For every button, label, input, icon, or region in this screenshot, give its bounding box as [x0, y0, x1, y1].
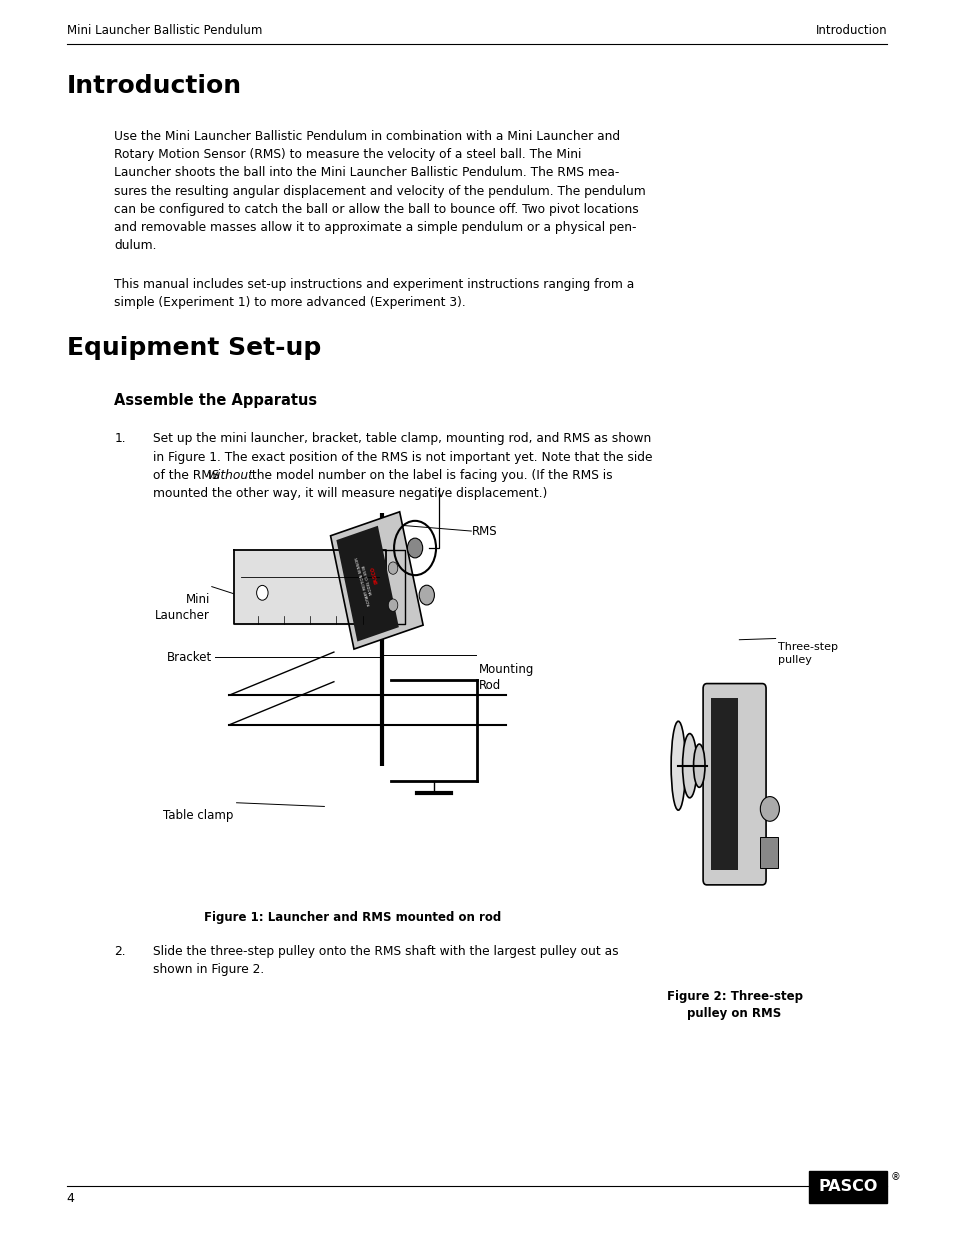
- Text: in Figure 1. The exact position of the RMS is not important yet. Note that the s: in Figure 1. The exact position of the R…: [152, 451, 652, 463]
- FancyBboxPatch shape: [702, 684, 765, 885]
- Text: Rotary Motion Sensor (RMS) to measure the velocity of a steel ball. The Mini: Rotary Motion Sensor (RMS) to measure th…: [114, 148, 581, 161]
- Polygon shape: [376, 550, 405, 624]
- Text: Launcher shoots the ball into the Mini Launcher Ballistic Pendulum. The RMS mea-: Launcher shoots the ball into the Mini L…: [114, 167, 619, 179]
- Bar: [710, 698, 738, 869]
- Text: Equipment Set-up: Equipment Set-up: [67, 336, 321, 359]
- Text: shown in Figure 2.: shown in Figure 2.: [152, 963, 264, 976]
- Text: Slide the three-step pulley onto the RMS shaft with the largest pulley out as: Slide the three-step pulley onto the RMS…: [152, 945, 618, 958]
- Ellipse shape: [693, 743, 704, 788]
- Text: Mini Launcher Ballistic Pendulum: Mini Launcher Ballistic Pendulum: [67, 23, 262, 37]
- Polygon shape: [336, 526, 398, 641]
- Circle shape: [760, 797, 779, 821]
- Text: of the RMS: of the RMS: [152, 469, 223, 482]
- Text: sures the resulting angular displacement and velocity of the pendulum. The pendu: sures the resulting angular displacement…: [114, 184, 645, 198]
- Text: Use the Mini Launcher Ballistic Pendulum in combination with a Mini Launcher and: Use the Mini Launcher Ballistic Pendulum…: [114, 130, 620, 143]
- Text: Mounting
Rod: Mounting Rod: [478, 663, 534, 692]
- Text: without: without: [208, 469, 253, 482]
- Text: can be configured to catch the ball or allow the ball to bounce off. Two pivot l: can be configured to catch the ball or a…: [114, 203, 639, 216]
- Text: Mini
Launcher: Mini Launcher: [154, 593, 210, 621]
- Ellipse shape: [681, 734, 696, 798]
- Text: ROTARY MOTION SENSOR
MODEL CI-6538: ROTARY MOTION SENSOR MODEL CI-6538: [355, 556, 375, 605]
- Text: ®: ®: [890, 1172, 900, 1182]
- Text: 1.: 1.: [114, 432, 126, 446]
- Text: RMS: RMS: [472, 525, 497, 537]
- Circle shape: [388, 599, 397, 611]
- Text: Figure 1: Launcher and RMS mounted on rod: Figure 1: Launcher and RMS mounted on ro…: [204, 911, 501, 925]
- Text: PASCO: PASCO: [818, 1179, 877, 1194]
- Text: the model number on the label is facing you. (If the RMS is: the model number on the label is facing …: [248, 469, 612, 482]
- Text: Introduction: Introduction: [815, 23, 886, 37]
- Text: Set up the mini launcher, bracket, table clamp, mounting rod, and RMS as shown: Set up the mini launcher, bracket, table…: [152, 432, 650, 446]
- Circle shape: [256, 585, 268, 600]
- Circle shape: [407, 538, 422, 558]
- Text: and removable masses allow it to approximate a simple pendulum or a physical pen: and removable masses allow it to approxi…: [114, 221, 637, 235]
- Text: Figure 2: Three-step
pulley on RMS: Figure 2: Three-step pulley on RMS: [666, 990, 801, 1020]
- Ellipse shape: [670, 721, 684, 810]
- Text: dulum.: dulum.: [114, 240, 157, 252]
- Text: Introduction: Introduction: [67, 74, 242, 98]
- Bar: [760, 837, 777, 867]
- Text: simple (Experiment 1) to more advanced (Experiment 3).: simple (Experiment 1) to more advanced (…: [114, 296, 466, 309]
- Text: Assemble the Apparatus: Assemble the Apparatus: [114, 393, 317, 408]
- Text: 2.: 2.: [114, 945, 126, 958]
- Text: Three-step
pulley: Three-step pulley: [777, 642, 837, 664]
- Polygon shape: [330, 511, 423, 650]
- Text: mounted the other way, it will measure negative displacement.): mounted the other way, it will measure n…: [152, 487, 546, 500]
- Bar: [808, 1171, 886, 1203]
- Text: Table clamp: Table clamp: [163, 809, 233, 823]
- Circle shape: [418, 585, 434, 605]
- Text: Bracket: Bracket: [167, 651, 212, 663]
- Circle shape: [388, 562, 397, 574]
- Text: PASCO: PASCO: [370, 564, 379, 584]
- Text: This manual includes set-up instructions and experiment instructions ranging fro: This manual includes set-up instructions…: [114, 278, 634, 291]
- Text: 4: 4: [67, 1192, 74, 1205]
- Polygon shape: [233, 550, 386, 624]
